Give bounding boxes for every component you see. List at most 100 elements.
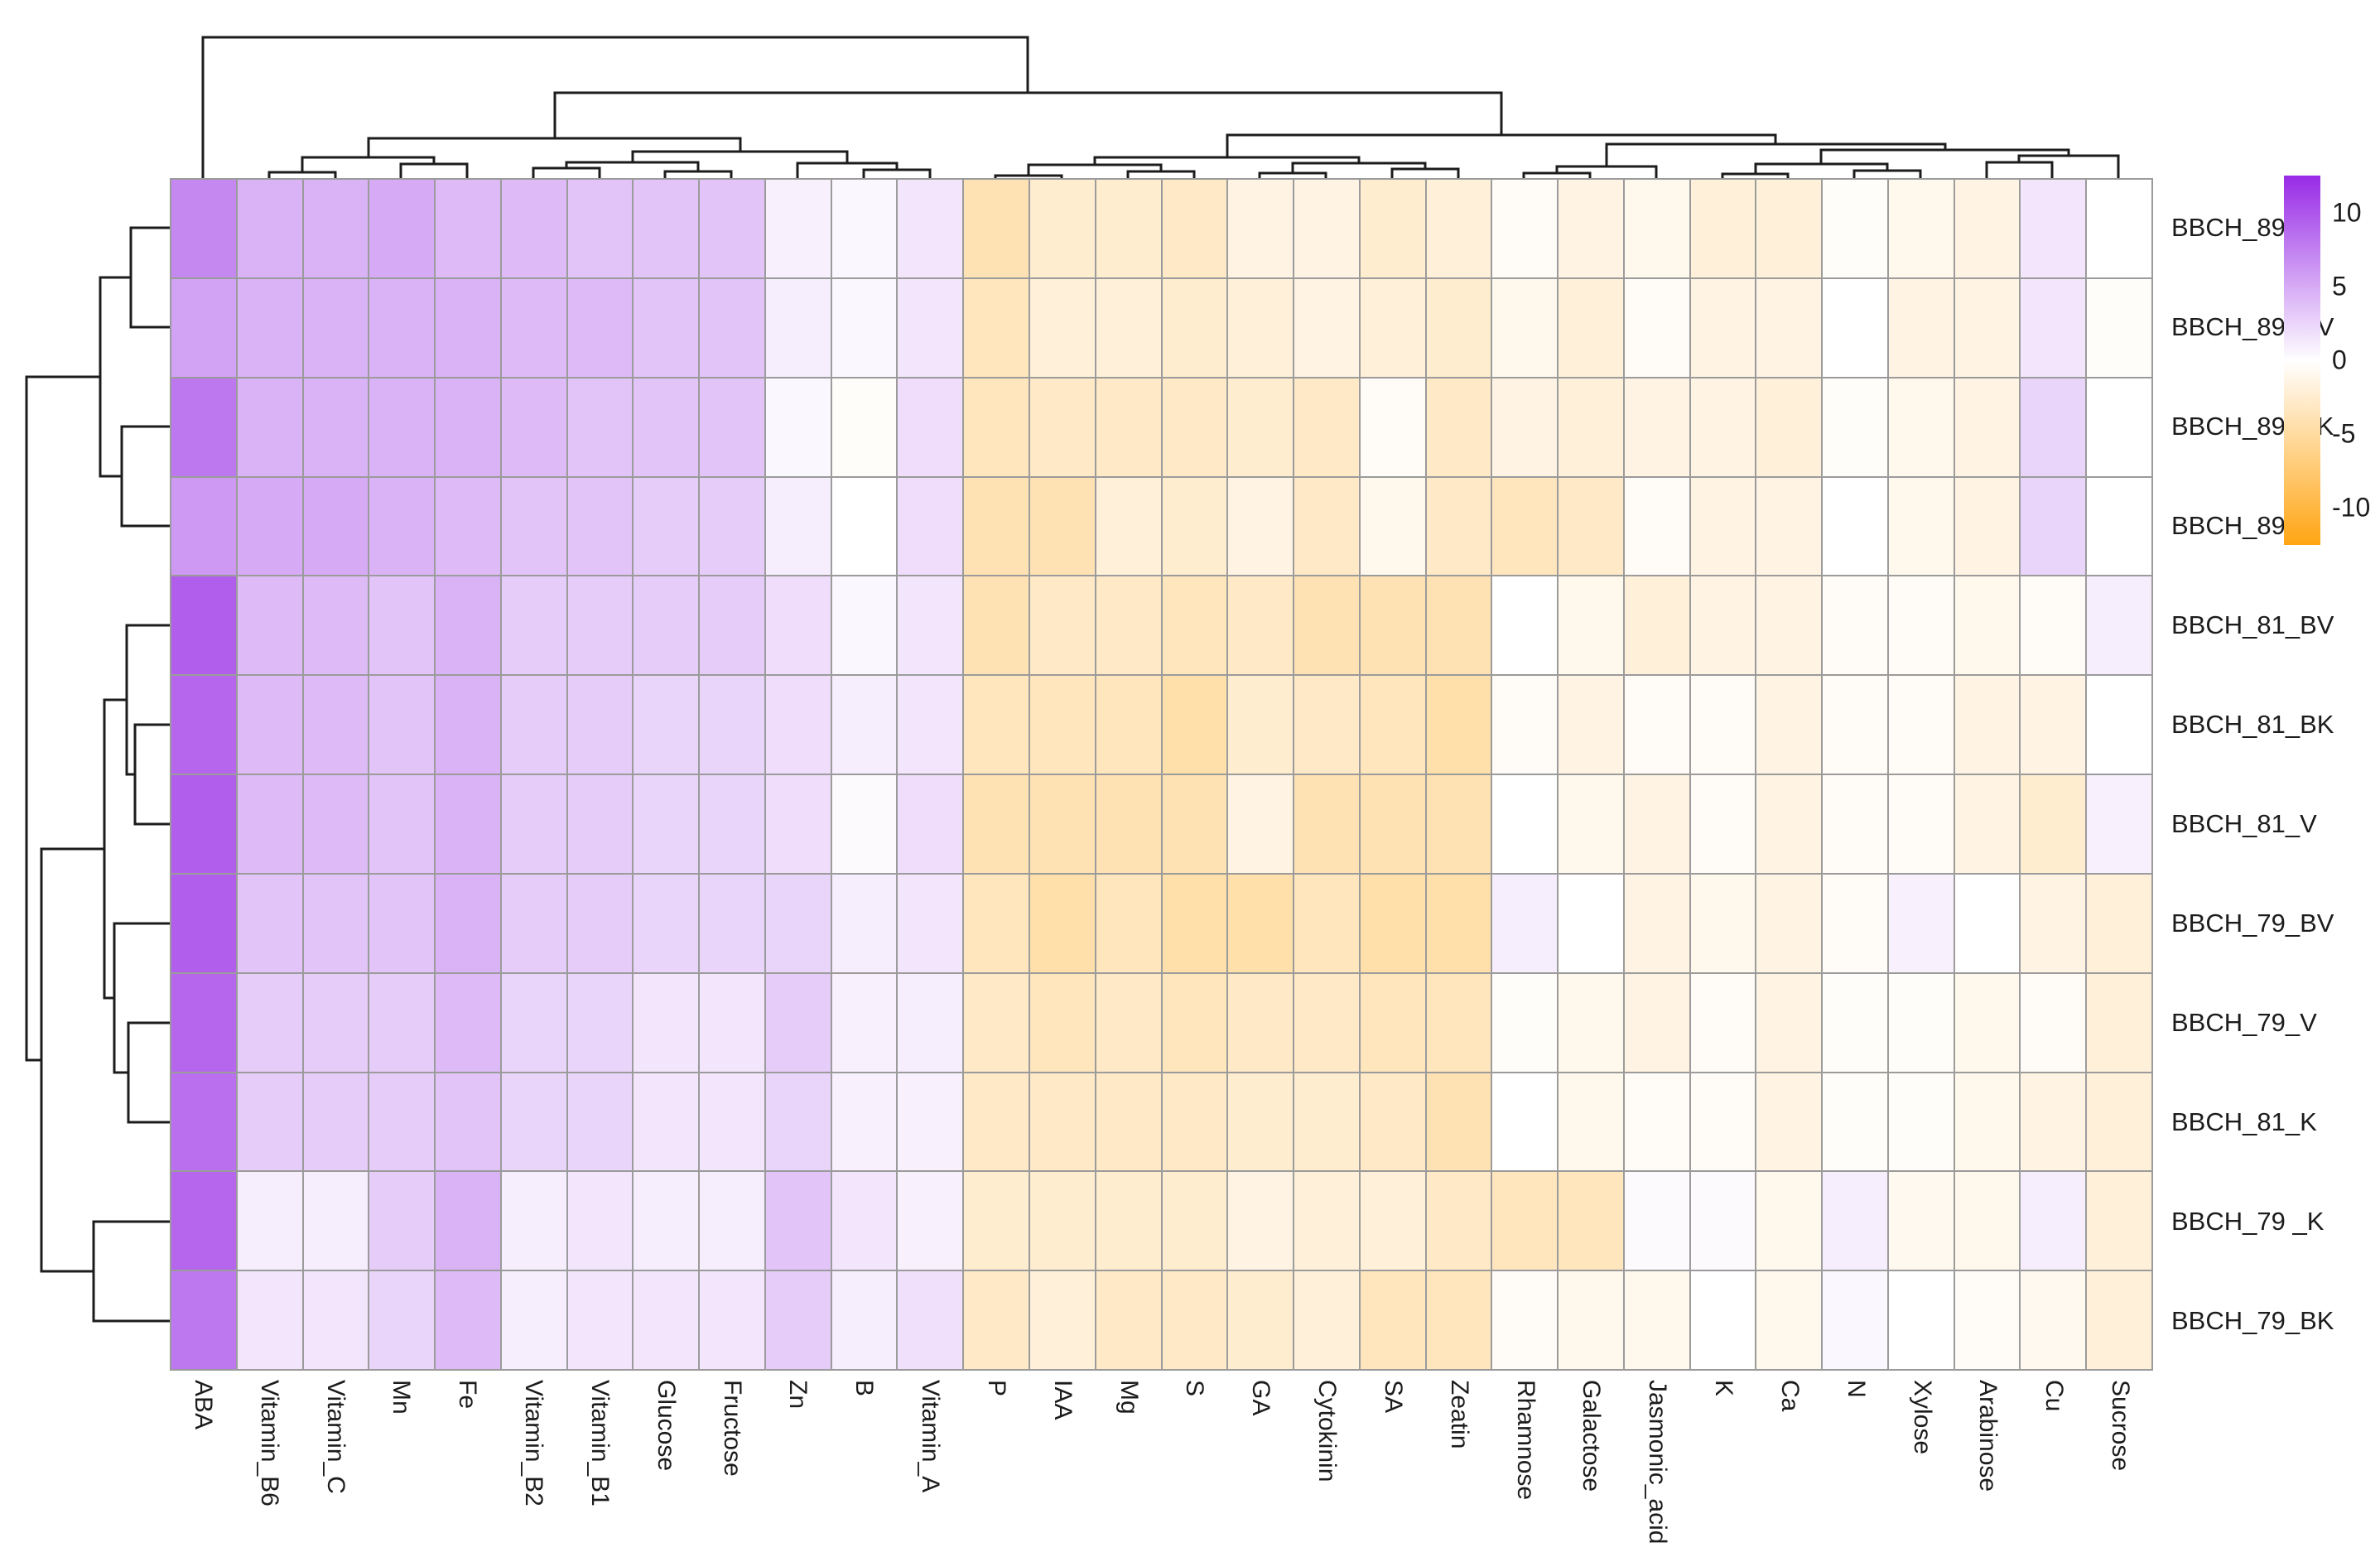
heatmap-cell: [567, 477, 633, 576]
heatmap-cell: [1162, 1271, 1227, 1369]
heatmap-cell: [964, 775, 1029, 873]
heatmap-cell: [1624, 576, 1689, 675]
dendrogram-link: [40, 847, 104, 1273]
heatmap-cell: [1823, 973, 1887, 1072]
heatmap-cell: [1360, 576, 1425, 675]
heatmap-cell: [1559, 775, 1623, 873]
dendrogram-link: [1555, 165, 1658, 178]
heatmap-cell: [1888, 1271, 1954, 1369]
heatmap-cell: [436, 278, 500, 377]
heatmap-cell: [501, 775, 566, 873]
heatmap-cell: [567, 576, 633, 675]
heatmap-cell: [1426, 1073, 1491, 1171]
dendrogram-link: [553, 91, 1503, 138]
heatmap-cell: [831, 1073, 897, 1171]
heatmap-cell: [898, 1073, 963, 1171]
heatmap-cell: [1823, 775, 1887, 873]
dendrogram-link: [862, 168, 932, 178]
heatmap-cell: [1823, 278, 1887, 377]
col-label: P: [982, 1380, 1010, 1397]
heatmap-cell: [1029, 775, 1095, 873]
heatmap-cell: [700, 477, 764, 576]
heatmap-cell: [964, 477, 1029, 576]
dendrogram-link: [1291, 162, 1427, 173]
heatmap-cell: [567, 676, 633, 774]
heatmap-cell: [1228, 278, 1294, 377]
heatmap-cell: [1228, 775, 1294, 873]
heatmap-cell: [1360, 676, 1425, 774]
heatmap-cell: [1426, 973, 1491, 1072]
heatmap-cell: [1559, 874, 1623, 972]
dendrogram-link: [565, 161, 700, 171]
heatmap-cell: [1954, 576, 2020, 675]
heatmap-cell: [765, 775, 831, 873]
dendrogram-link: [1605, 142, 1947, 166]
col-label: Vitamin_B6: [255, 1380, 283, 1507]
col-label: Jasmonic_acid: [1644, 1380, 1672, 1545]
heatmap-cell: [501, 477, 566, 576]
heatmap-cell: [303, 378, 369, 476]
heatmap-cell: [1096, 973, 1161, 1072]
heatmap-cell: [765, 180, 831, 277]
heatmap-cell: [1096, 874, 1161, 972]
heatmap-cell: [831, 874, 897, 972]
heatmap-cell: [898, 378, 963, 476]
col-label: Vitamin_B2: [520, 1380, 548, 1507]
heatmap-cell: [1162, 180, 1227, 277]
heatmap-cell: [237, 378, 302, 476]
heatmap-cell: [1492, 180, 1558, 277]
heatmap-cell: [303, 1172, 369, 1270]
heatmap-cell: [634, 180, 699, 277]
dendrogram-link: [1027, 163, 1163, 176]
heatmap-cell: [303, 180, 369, 277]
heatmap-cell: [303, 477, 369, 576]
heatmap-cell: [1360, 973, 1425, 1072]
heatmap-cell: [2021, 477, 2086, 576]
heatmap-cell: [1624, 775, 1689, 873]
heatmap-cell: [1756, 576, 1822, 675]
heatmap-cell: [964, 1271, 1029, 1369]
heatmap-cell: [1029, 874, 1095, 972]
heatmap-cell: [567, 775, 633, 873]
heatmap-cell: [1096, 1073, 1161, 1171]
heatmap-cell: [303, 775, 369, 873]
heatmap-cell: [2021, 278, 2086, 377]
heatmap-cell: [1294, 973, 1359, 1072]
dendrogram-link: [1126, 170, 1196, 178]
row-label: BBCH_81_BV: [2171, 610, 2334, 639]
heatmap-cell: [1029, 1271, 1095, 1369]
heatmap-cell: [1426, 775, 1491, 873]
heatmap-cell: [1559, 576, 1623, 675]
heatmap-cell: [1690, 477, 1756, 576]
heatmap-cell: [765, 378, 831, 476]
dendrogram-link: [1258, 171, 1327, 178]
heatmap-cell: [303, 1073, 369, 1171]
heatmap-cell: [171, 676, 236, 774]
heatmap-cell: [567, 1073, 633, 1171]
heatmap-cell: [1559, 278, 1623, 377]
heatmap-cell: [1690, 378, 1756, 476]
heatmap-cell: [1690, 576, 1756, 675]
heatmap-cell: [501, 676, 566, 774]
heatmap-cell: [831, 477, 897, 576]
heatmap-cell: [1756, 1172, 1822, 1270]
heatmap-cell: [237, 1073, 302, 1171]
heatmap-cell: [1756, 1073, 1822, 1171]
heatmap-cell: [1823, 676, 1887, 774]
heatmap-cell: [1823, 576, 1887, 675]
heatmap-cell: [1690, 1271, 1756, 1369]
heatmap-cell: [1492, 874, 1558, 972]
heatmap-cell: [2087, 676, 2151, 774]
col-label: Cu: [2040, 1380, 2069, 1412]
heatmap-cell: [1294, 1271, 1359, 1369]
heatmap-cell: [1624, 874, 1689, 972]
heatmap-cell: [2087, 378, 2151, 476]
heatmap-cell: [171, 973, 236, 1072]
heatmap-cell: [1426, 1271, 1491, 1369]
heatmap-cell: [1559, 1073, 1623, 1171]
heatmap-cell: [1228, 1172, 1294, 1270]
heatmap-cell: [634, 1271, 699, 1369]
heatmap-cell: [1954, 1271, 2020, 1369]
heatmap-cell: [1162, 1073, 1227, 1171]
heatmap-cell: [898, 477, 963, 576]
